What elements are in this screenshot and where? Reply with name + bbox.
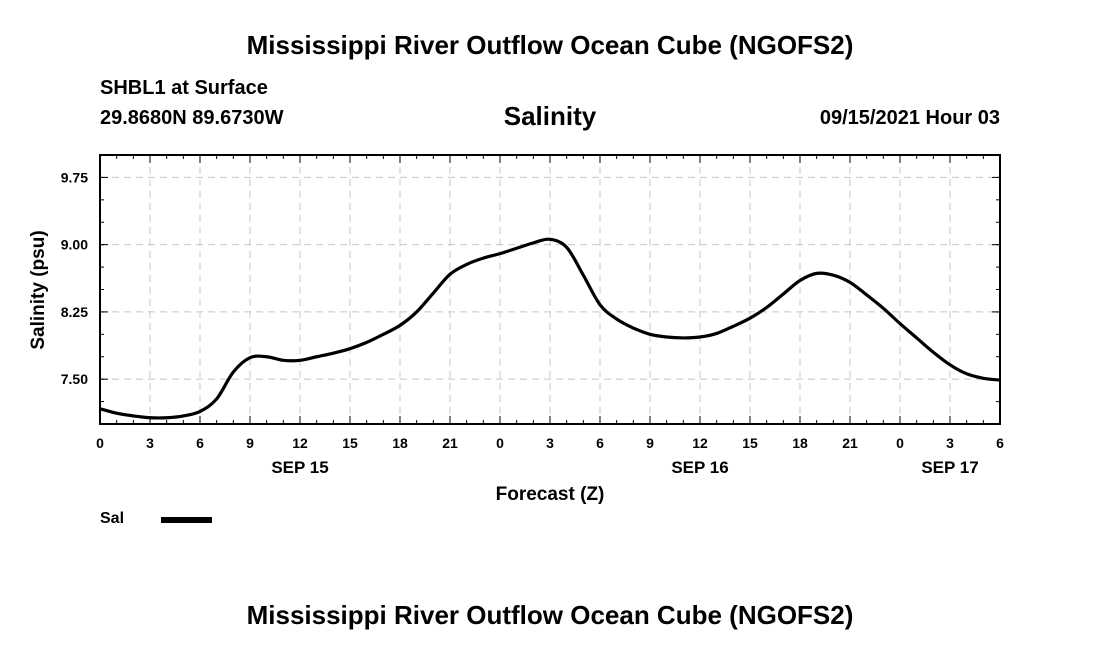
y-tick-labels: 7.50 8.25 9.00 9.75 — [61, 169, 88, 387]
x-tick-label: 6 — [996, 435, 1004, 451]
y-axis-title: Salinity (psu) — [28, 230, 49, 349]
y-tick-label: 9.75 — [61, 169, 88, 185]
y-tick-label: 9.00 — [61, 237, 88, 253]
page-title: Mississippi River Outflow Ocean Cube (NG… — [246, 30, 854, 60]
tick-marks — [99, 155, 1001, 424]
x-tick-label: 18 — [392, 435, 408, 451]
x-date-label: SEP 16 — [671, 458, 728, 477]
x-tick-label: 6 — [196, 435, 204, 451]
x-tick-label: 21 — [842, 435, 858, 451]
x-axis-title: Forecast (Z) — [496, 484, 605, 505]
forecast-datetime: 09/15/2021 Hour 03 — [819, 107, 1000, 129]
date-labels: SEP 15 SEP 16 SEP 17 — [271, 458, 978, 477]
x-tick-labels: 0 3 6 9 12 15 18 21 0 3 6 9 12 15 18 21 0 3 6 — [96, 435, 1004, 451]
x-date-label: SEP 17 — [921, 458, 978, 477]
y-tick-label: 7.50 — [61, 371, 88, 387]
series-layer — [100, 237, 1000, 420]
x-tick-label: 3 — [146, 435, 154, 451]
variable-title: Salinity — [503, 101, 597, 131]
station-coordinates: 29.8680N 89.6730W — [100, 107, 284, 129]
x-tick-label: 9 — [646, 435, 654, 451]
x-tick-label: 3 — [546, 435, 554, 451]
x-tick-label: 15 — [742, 435, 758, 451]
x-date-label: SEP 15 — [271, 458, 328, 477]
x-tick-label: 6 — [596, 435, 604, 451]
x-tick-label: 15 — [342, 435, 358, 451]
x-tick-label: 21 — [442, 435, 458, 451]
x-tick-label: 0 — [96, 435, 104, 451]
x-tick-label: 3 — [946, 435, 954, 451]
legend-line-swatch — [161, 517, 212, 523]
x-tick-label: 12 — [292, 435, 308, 451]
y-tick-label: 8.25 — [61, 304, 88, 320]
legend-label: Sal — [100, 510, 125, 527]
x-tick-label: 0 — [496, 435, 504, 451]
footer-title: Mississippi River Outflow Ocean Cube (NG… — [246, 600, 854, 630]
series-line-sal — [100, 237, 1000, 420]
x-tick-label: 12 — [692, 435, 708, 451]
x-tick-label: 9 — [246, 435, 254, 451]
x-tick-label: 0 — [896, 435, 904, 451]
grid-lines — [100, 155, 1000, 424]
station-name: SHBL1 at Surface — [100, 77, 268, 99]
x-tick-label: 18 — [792, 435, 808, 451]
